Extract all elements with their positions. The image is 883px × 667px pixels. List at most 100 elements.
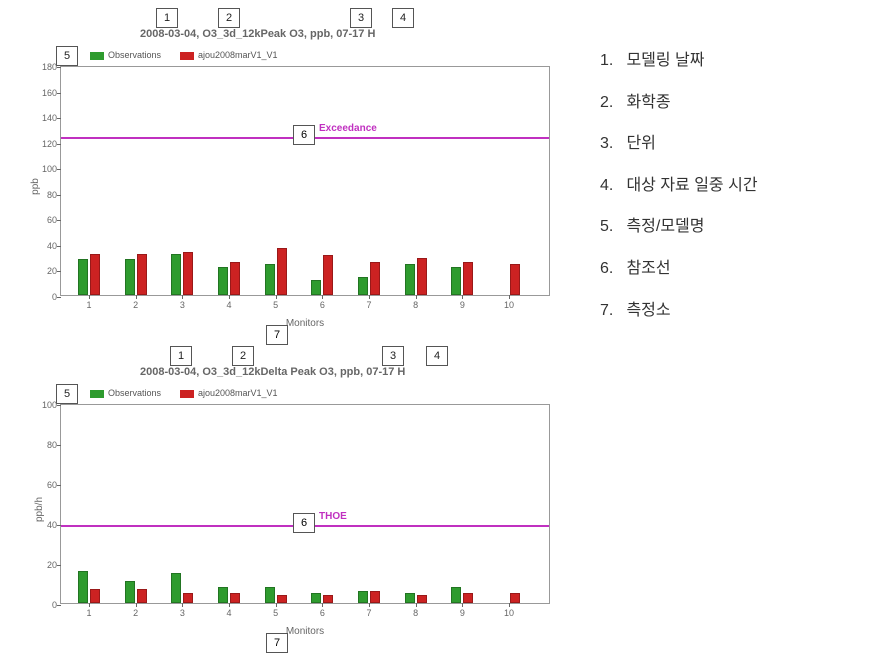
- bar: [230, 593, 240, 603]
- chart2-xlabel: Monitors: [286, 626, 324, 637]
- x-tick-label: 1: [86, 300, 91, 310]
- bar: [78, 571, 88, 603]
- x-tick-mark: [229, 295, 230, 299]
- bar: [451, 587, 461, 603]
- x-tick-label: 10: [504, 608, 514, 618]
- x-tick-mark: [89, 603, 90, 607]
- bar: [183, 593, 193, 603]
- y-tick-mark: [57, 565, 61, 566]
- x-tick-mark: [182, 603, 183, 607]
- legend-item: ajou2008marV1_V1: [180, 50, 278, 60]
- x-tick-mark: [462, 603, 463, 607]
- callout-box: 7: [266, 325, 288, 345]
- bar: [90, 254, 100, 295]
- x-tick-label: 7: [366, 300, 371, 310]
- chart2-ylabel: ppb/h: [34, 497, 45, 522]
- legend-item: Observations: [90, 50, 161, 60]
- bar: [125, 581, 135, 603]
- bar: [277, 595, 287, 603]
- x-tick-label: 2: [133, 608, 138, 618]
- y-tick-mark: [57, 144, 61, 145]
- bar: [311, 593, 321, 603]
- x-tick-label: 3: [180, 608, 185, 618]
- legend-label: ajou2008marV1_V1: [198, 388, 278, 398]
- x-tick-label: 1: [86, 608, 91, 618]
- y-tick-label: 60: [29, 215, 57, 225]
- chart1-plot-area: ppb Monitors 020406080100120140160180Exc…: [60, 66, 550, 296]
- legend-swatch: [180, 390, 194, 398]
- y-tick-mark: [57, 405, 61, 406]
- legend-swatch: [180, 52, 194, 60]
- x-tick-label: 9: [460, 300, 465, 310]
- x-tick-label: 10: [504, 300, 514, 310]
- annotation-number: 1.: [600, 40, 622, 82]
- callout-box: 1: [156, 8, 178, 28]
- bar: [451, 267, 461, 295]
- bar: [90, 589, 100, 603]
- annotation-text: 모델링 날짜: [622, 52, 705, 69]
- x-tick-mark: [416, 295, 417, 299]
- chart2-title: 2008-03-04, O3_3d_12kDelta Peak O3, ppb,…: [140, 366, 405, 378]
- chart-delta-peak-o3: 2008-03-04, O3_3d_12kDelta Peak O3, ppb,…: [20, 348, 550, 604]
- callout-box: 2: [218, 8, 240, 28]
- bar: [265, 587, 275, 603]
- annotation-text: 측정/모델명: [622, 218, 705, 235]
- bar: [218, 267, 228, 295]
- x-tick-mark: [509, 603, 510, 607]
- x-tick-label: 5: [273, 300, 278, 310]
- annotation-item: 5. 측정/모델명: [600, 206, 758, 248]
- bar: [277, 248, 287, 295]
- legend-item: Observations: [90, 388, 161, 398]
- y-tick-mark: [57, 169, 61, 170]
- legend-label: Observations: [108, 388, 161, 398]
- x-tick-label: 8: [413, 608, 418, 618]
- annotation-item: 4. 대상 자료 일중 시간: [600, 165, 758, 207]
- annotation-number: 5.: [600, 206, 622, 248]
- bar: [405, 593, 415, 603]
- y-tick-mark: [57, 271, 61, 272]
- bar: [417, 258, 427, 295]
- x-tick-mark: [416, 603, 417, 607]
- x-tick-label: 2: [133, 300, 138, 310]
- legend-swatch: [90, 52, 104, 60]
- y-tick-mark: [57, 246, 61, 247]
- bar: [171, 573, 181, 603]
- bar: [183, 252, 193, 295]
- annotation-text: 참조선: [622, 260, 671, 277]
- y-tick-label: 140: [29, 113, 57, 123]
- reference-line-label: THOE: [319, 511, 347, 522]
- annotation-item: 1. 모델링 날짜: [600, 40, 758, 82]
- y-tick-mark: [57, 605, 61, 606]
- bar: [358, 591, 368, 603]
- bar: [218, 587, 228, 603]
- annotation-item: 3. 단위: [600, 123, 758, 165]
- y-tick-mark: [57, 220, 61, 221]
- chart-peak-o3: 2008-03-04, O3_3d_12kPeak O3, ppb, 07-17…: [20, 10, 550, 296]
- chart1-xlabel: Monitors: [286, 318, 324, 329]
- y-tick-mark: [57, 297, 61, 298]
- chart1-title: 2008-03-04, O3_3d_12kPeak O3, ppb, 07-17…: [140, 28, 375, 40]
- annotation-number: 6.: [600, 248, 622, 290]
- chart1-title-row: 2008-03-04, O3_3d_12kPeak O3, ppb, 07-17…: [20, 10, 550, 46]
- y-tick-label: 0: [29, 600, 57, 610]
- chart2-title-row: 2008-03-04, O3_3d_12kDelta Peak O3, ppb,…: [20, 348, 550, 384]
- annotation-item: 6. 참조선: [600, 248, 758, 290]
- x-tick-mark: [369, 603, 370, 607]
- annotation-text: 단위: [622, 135, 656, 152]
- x-tick-label: 8: [413, 300, 418, 310]
- y-tick-label: 100: [29, 164, 57, 174]
- bar: [417, 595, 427, 603]
- callout-box: 2: [232, 346, 254, 366]
- callout-box: 3: [350, 8, 372, 28]
- chart2-plot-area: ppb/h Monitors 020406080100THOE612345678…: [60, 404, 550, 604]
- bar: [125, 259, 135, 295]
- x-tick-mark: [322, 603, 323, 607]
- y-tick-label: 40: [29, 520, 57, 530]
- bar: [171, 254, 181, 295]
- y-tick-mark: [57, 118, 61, 119]
- annotation-number: 3.: [600, 123, 622, 165]
- annotation-item: 2. 화학종: [600, 82, 758, 124]
- callout-box: 6: [293, 125, 315, 145]
- y-tick-mark: [57, 485, 61, 486]
- callout-box: 1: [170, 346, 192, 366]
